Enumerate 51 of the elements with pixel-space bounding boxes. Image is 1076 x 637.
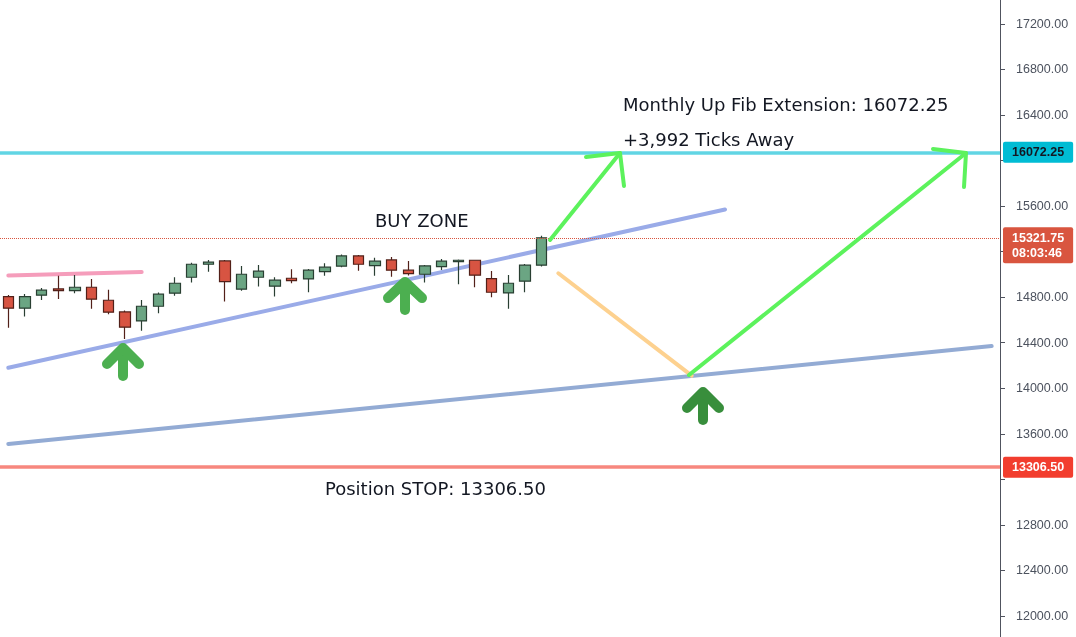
- y-tick-label: 14800.00: [1016, 290, 1069, 305]
- candlestick: [268, 276, 282, 298]
- candlestick: [218, 259, 232, 303]
- candlestick: [502, 274, 515, 310]
- candlestick: [402, 260, 415, 277]
- y-tick-label: 12800.00: [1016, 517, 1069, 532]
- candlestick: [185, 262, 198, 284]
- candlestick: [352, 254, 365, 272]
- y-tick-label: 14400.00: [1016, 335, 1069, 350]
- ref-line-label: 16072.25: [1012, 145, 1065, 160]
- candlestick: [302, 268, 315, 293]
- annotation: +3,992 Ticks Away: [623, 128, 795, 150]
- candlestick: [135, 299, 148, 332]
- candlestick: [518, 263, 532, 293]
- y-tick-label: 16800.00: [1016, 62, 1069, 77]
- candlestick: [452, 258, 465, 285]
- candlestick: [235, 265, 248, 292]
- candlestick: [285, 268, 298, 284]
- ref-line-label: 13306.50: [1012, 460, 1065, 475]
- candlestick: [535, 235, 548, 268]
- ref-line-label: 15321.75 08:03:46: [1012, 230, 1065, 260]
- y-tick-label: 13600.00: [1016, 426, 1069, 441]
- candlestick: [252, 264, 265, 288]
- annotation: Position STOP: 13306.50: [325, 477, 546, 499]
- candlestick: [418, 264, 432, 284]
- candlestick: [335, 253, 348, 268]
- y-tick-label: 12000.00: [1016, 608, 1069, 623]
- candlestick: [485, 270, 498, 298]
- candlestick: [68, 274, 82, 294]
- y-tick-label: 14000.00: [1016, 381, 1069, 396]
- candlestick: [152, 292, 165, 314]
- candlestick: [385, 256, 398, 278]
- candlestick: [35, 287, 48, 301]
- candlestick: [102, 289, 115, 315]
- annotation: BUY ZONE: [375, 209, 469, 231]
- candlestick: [85, 278, 98, 310]
- y-tick-label: 15600.00: [1016, 199, 1069, 214]
- candlestick: [202, 259, 215, 273]
- candlestick: [318, 262, 332, 277]
- annotation: Monthly Up Fib Extension: 16072.25: [623, 93, 949, 115]
- y-tick-label: 12400.00: [1016, 563, 1069, 578]
- y-tick-label: 17200.00: [1016, 16, 1069, 31]
- candlestick: [118, 309, 132, 340]
- candlestick: [168, 276, 182, 297]
- candlestick: [2, 294, 15, 329]
- candlestick: [18, 293, 32, 318]
- candlestick: [435, 258, 448, 271]
- candlestick: [52, 275, 65, 300]
- candlestick: [468, 259, 482, 288]
- candlestick: [368, 257, 382, 277]
- y-tick-label: 16400.00: [1016, 107, 1069, 122]
